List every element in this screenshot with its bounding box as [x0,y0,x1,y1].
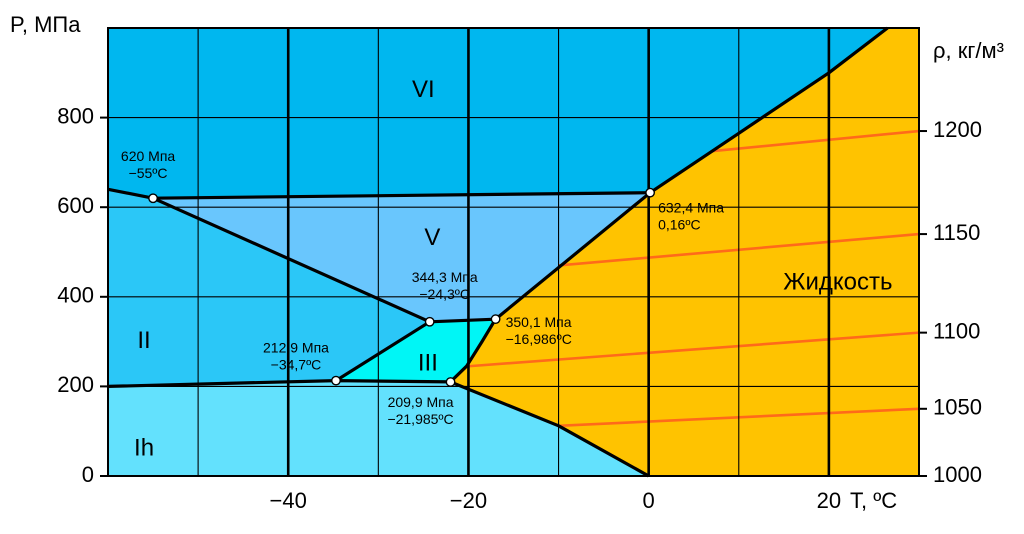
marker-triple-ih-ii-iii [331,375,341,386]
phase-label-ii: II [137,327,150,354]
x-tick-label: 20 [817,488,841,513]
boundary-vi-liquid [649,26,889,195]
plot-frame [107,27,920,477]
phase-label-iii: III [418,349,438,376]
label-triple-v-vi-liquid-pressure: 632,4 Мпа [658,200,724,216]
label-triple-iii-v-liquid-temperature: −16,986ºC [506,331,572,347]
grid-lines [108,28,919,476]
density-axis-title: ρ, кг/м³ [933,38,1004,63]
phase-label-ih: Ih [134,434,154,461]
marker-triple-ii-vi-v [148,193,158,204]
x-axis-ticks: −40 −20 0 20 [270,488,842,513]
phase-label-liquid: Жидкость [783,269,892,296]
boundary-ii-vi [107,187,154,200]
label-triple-ii-iii-v-temperature: −24,3ºC [419,286,470,302]
label-triple-ii-vi-v-pressure: 620 Мпа [121,148,175,164]
y-tick-label: 200 [57,372,94,397]
y-tick-label: 800 [57,103,94,128]
y-tick-label: 0 [82,462,94,487]
label-triple-ii-vi-v-temperature: −55ºC [129,165,168,181]
density-tick-label: 1050 [933,395,982,420]
y-axis-title: P, МПа [10,12,81,37]
boundary-ih-liquid [449,380,650,478]
marker-triple-ih-iii-liquid [445,377,456,387]
density-tick-label: 1100 [933,318,980,343]
density-axis-ticks: 1000 1050 1100 1150 1200 [919,117,982,487]
y-tick-label: 400 [57,283,94,308]
label-triple-ih-ii-iii-pressure: 212,9 Мпа [263,340,329,356]
boundary-v-liquid [494,191,652,321]
x-axis-title: T, ºC [850,488,897,513]
density-tick-label: 1000 [933,462,982,487]
density-tick-label: 1150 [933,220,980,245]
triple-points: 620 Мпа−55ºC 212,9 Мпа−34,7ºC 344,3 Мпа−24… [121,148,724,427]
label-triple-iii-v-liquid-pressure: 350,1 Мпа [506,314,572,330]
x-tick-label: −20 [450,488,487,513]
density-tick-label: 1200 [933,117,982,142]
marker-triple-v-vi-liquid [645,187,656,198]
phase-label-v: V [424,224,440,251]
isochore-1100 [468,331,920,368]
label-triple-ih-ii-iii-temperature: −34,7ºC [271,357,322,373]
marker-triple-iii-v-liquid [490,314,501,325]
label-triple-v-vi-liquid-temperature: 0,16ºC [658,217,700,233]
label-triple-ih-iii-liquid-pressure: 209,9 Мпа [388,394,454,410]
phase-boundaries [107,26,889,478]
y-tick-label: 600 [57,193,94,218]
label-triple-ih-iii-liquid-temperature: −21,985ºC [387,411,453,427]
boundary-iii-v [429,317,496,324]
isochore-1200 [711,129,920,153]
phase-label-vi: VI [412,76,435,103]
boundary-v-vi [153,191,651,200]
x-tick-label: 0 [643,488,655,513]
y-axis-ticks: 0 200 400 600 800 [57,103,108,487]
x-tick-label: −40 [270,488,307,513]
boundary-iii-liquid [449,318,497,384]
phase-regions [107,27,920,477]
marker-triple-ii-iii-v [424,316,435,327]
label-triple-ii-iii-v-pressure: 344,3 Мпа [412,269,478,285]
